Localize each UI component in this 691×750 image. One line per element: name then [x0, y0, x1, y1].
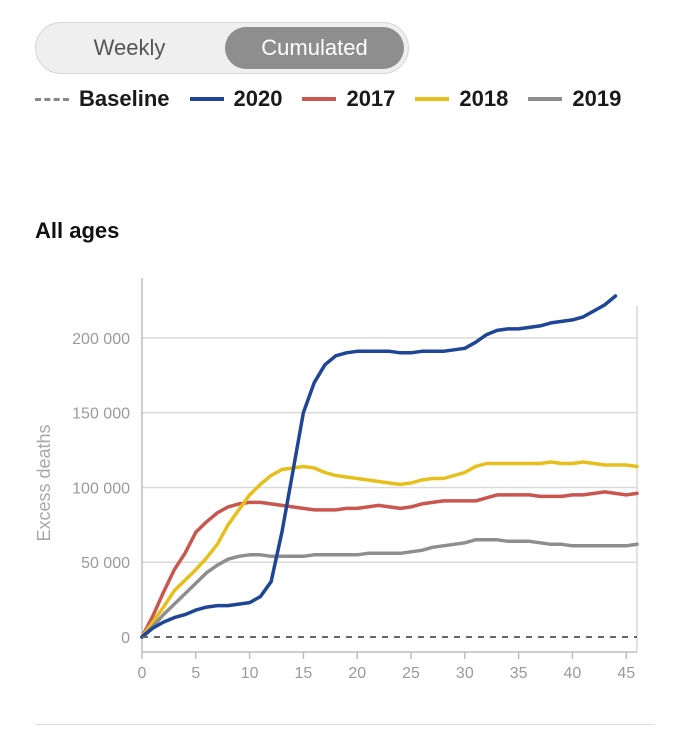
view-toggle: Weekly Cumulated [35, 22, 409, 74]
x-tick-label: 15 [295, 665, 313, 680]
series-2019-swatch-icon [528, 97, 563, 101]
legend-label: Baseline [79, 86, 170, 111]
series-2020-swatch-icon [189, 97, 224, 101]
series-line-2019 [140, 538, 639, 639]
legend-label: 2018 [459, 86, 509, 111]
x-tick-label: 5 [191, 665, 200, 680]
x-tick-label: 0 [138, 665, 147, 680]
series-2018-swatch-icon [415, 97, 450, 101]
bottom-divider [35, 724, 655, 725]
legend-item-2017[interactable]: 2017 [302, 82, 395, 116]
x-tick-label: 40 [564, 665, 582, 680]
legend-label: 2017 [346, 86, 396, 111]
axis-layer: 0 50 000 100 000 150 000 200 000 0 5 10 15 20 25 30… [72, 278, 637, 680]
legend-item-2020[interactable]: 2020 [189, 82, 283, 116]
excess-deaths-line-chart: 0 50 000 100 000 150 000 200 000 0 5 10 15 20 25 30… [34, 278, 639, 680]
y-tick-label: 100 000 [72, 480, 130, 497]
y-tick-label: 150 000 [72, 406, 130, 423]
legend-label: 2020 [233, 86, 283, 111]
x-tick-label: 25 [402, 665, 420, 680]
x-tick-label: 20 [348, 665, 366, 680]
series-2017-swatch-icon [302, 97, 337, 101]
x-tick-label: 10 [241, 665, 259, 680]
x-tick-label: 45 [617, 665, 635, 680]
y-tick-label: 0 [121, 630, 130, 647]
legend-label: 2019 [572, 86, 622, 111]
series-line-2017 [140, 490, 639, 639]
legend-item-baseline[interactable]: Baseline [35, 82, 170, 116]
series-line-2018 [140, 460, 639, 639]
series-line-2020 [140, 294, 618, 639]
cumulated-toggle-button[interactable]: Cumulated [225, 27, 404, 69]
y-tick-label: 50 000 [81, 555, 130, 572]
baseline-swatch-icon [35, 97, 69, 101]
legend-item-2019[interactable]: 2019 [528, 82, 621, 116]
weekly-toggle-button[interactable]: Weekly [93, 35, 166, 60]
y-axis-title: Excess deaths [34, 424, 54, 541]
legend-item-2018[interactable]: 2018 [415, 82, 508, 116]
series-layer [140, 294, 639, 639]
x-tick-label: 30 [456, 665, 474, 680]
x-tick-label: 35 [510, 665, 528, 680]
grid-layer [142, 306, 638, 652]
section-title: All ages [35, 218, 120, 243]
legend: Baseline 2020 2017 2018 2019 [35, 82, 655, 116]
y-tick-label: 200 000 [72, 331, 130, 348]
